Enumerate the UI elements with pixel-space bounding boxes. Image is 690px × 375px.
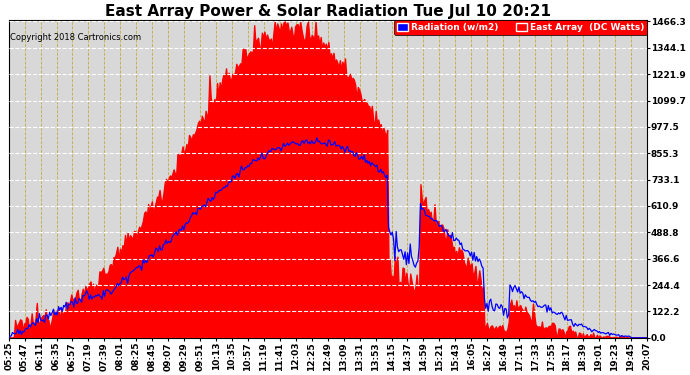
Legend: Radiation (w/m2), East Array  (DC Watts): Radiation (w/m2), East Array (DC Watts) (395, 20, 647, 35)
Text: Copyright 2018 Cartronics.com: Copyright 2018 Cartronics.com (10, 33, 141, 42)
Title: East Array Power & Solar Radiation Tue Jul 10 20:21: East Array Power & Solar Radiation Tue J… (105, 4, 551, 19)
